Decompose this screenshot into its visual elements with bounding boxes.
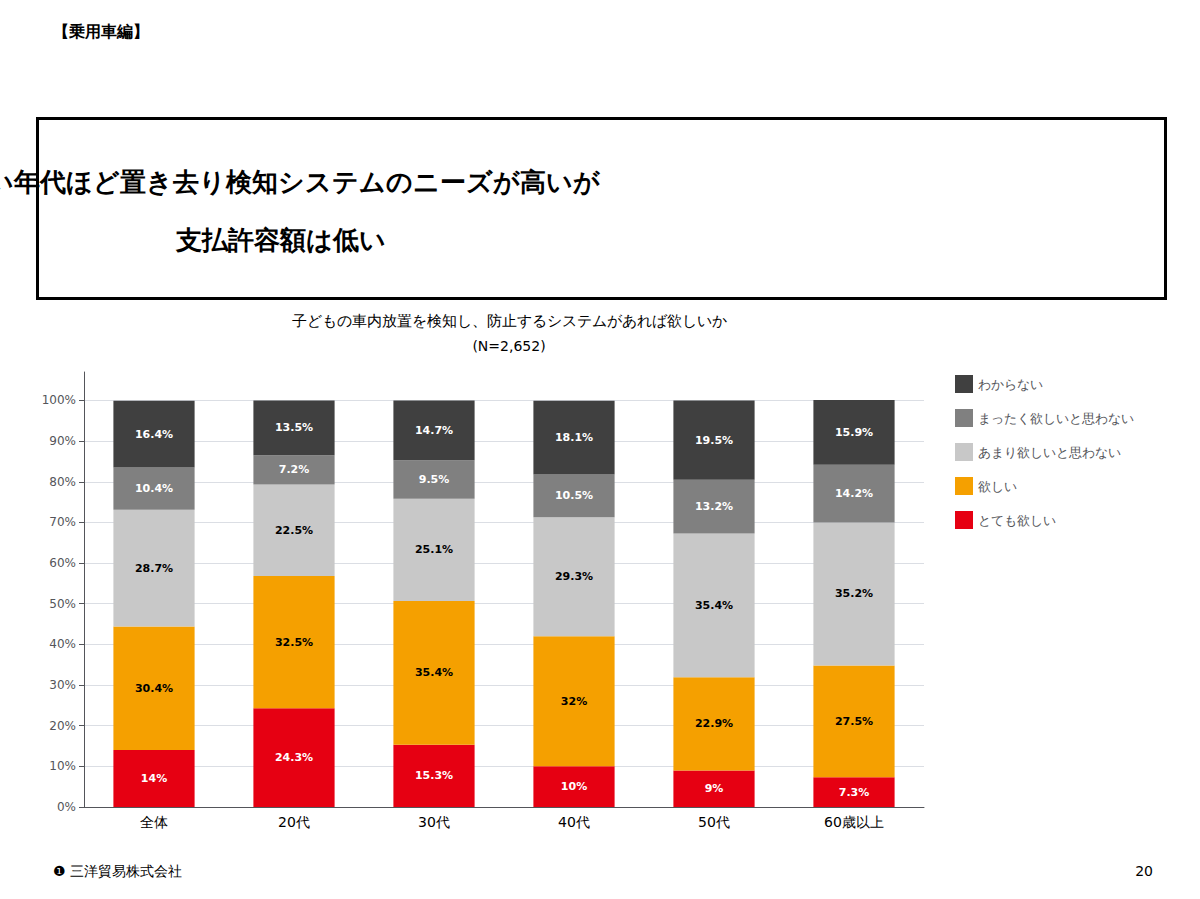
svg-text:35.4%: 35.4%: [415, 666, 453, 679]
svg-text:25.1%: 25.1%: [415, 543, 453, 556]
svg-text:32.5%: 32.5%: [275, 636, 313, 649]
svg-text:全体: 全体: [140, 814, 168, 830]
svg-text:(N=2,652): (N=2,652): [472, 338, 545, 354]
svg-text:22.5%: 22.5%: [275, 524, 313, 537]
svg-text:30%: 30%: [49, 678, 76, 692]
svg-text:10%: 10%: [561, 780, 587, 793]
svg-text:18.1%: 18.1%: [555, 431, 593, 444]
svg-text:35.4%: 35.4%: [695, 599, 733, 612]
svg-text:30代: 30代: [418, 814, 450, 830]
svg-text:7.3%: 7.3%: [839, 786, 870, 799]
svg-text:50代: 50代: [698, 814, 730, 830]
svg-text:9.5%: 9.5%: [419, 473, 450, 486]
svg-text:16.4%: 16.4%: [135, 428, 173, 441]
svg-text:60%: 60%: [49, 556, 76, 570]
svg-text:19.5%: 19.5%: [695, 434, 733, 447]
svg-text:13.5%: 13.5%: [275, 421, 313, 434]
svg-text:14.7%: 14.7%: [415, 424, 453, 437]
svg-text:60歳以上: 60歳以上: [824, 814, 884, 830]
svg-text:35.2%: 35.2%: [835, 587, 873, 600]
svg-text:欲しい: 欲しい: [978, 479, 1017, 494]
svg-text:27.5%: 27.5%: [835, 715, 873, 728]
svg-text:20代: 20代: [278, 814, 310, 830]
svg-text:子どもの車内放置を検知し、防止するシステムがあれば欲しいか: 子どもの車内放置を検知し、防止するシステムがあれば欲しいか: [292, 312, 727, 330]
svg-text:まったく欲しいと思わない: まったく欲しいと思わない: [978, 411, 1134, 426]
svg-text:15.3%: 15.3%: [415, 769, 453, 782]
svg-text:28.7%: 28.7%: [135, 562, 173, 575]
svg-text:10.5%: 10.5%: [555, 489, 593, 502]
svg-text:支払許容額は低い: 支払許容額は低い: [175, 225, 386, 255]
svg-text:10.4%: 10.4%: [135, 482, 173, 495]
svg-text:7.2%: 7.2%: [279, 463, 310, 476]
svg-text:22.9%: 22.9%: [695, 717, 733, 730]
svg-text:15.9%: 15.9%: [835, 426, 873, 439]
svg-text:20: 20: [1135, 863, 1153, 879]
svg-text:40代: 40代: [558, 814, 590, 830]
svg-text:32%: 32%: [561, 695, 587, 708]
svg-text:29.3%: 29.3%: [555, 570, 593, 583]
svg-text:【乗用車編】: 【乗用車編】: [53, 22, 149, 41]
svg-text:24.3%: 24.3%: [275, 751, 313, 764]
svg-text:90%: 90%: [49, 434, 76, 448]
svg-text:50%: 50%: [49, 597, 76, 611]
svg-text:0%: 0%: [57, 800, 76, 814]
svg-text:30.4%: 30.4%: [135, 682, 173, 695]
svg-text:13.2%: 13.2%: [695, 500, 733, 513]
svg-text:40%: 40%: [49, 637, 76, 651]
svg-text:あまり欲しいと思わない: あまり欲しいと思わない: [978, 445, 1121, 460]
svg-text:20%: 20%: [49, 719, 76, 733]
svg-text:80%: 80%: [49, 475, 76, 489]
svg-text:70%: 70%: [49, 515, 76, 529]
svg-text:若い年代ほど置き去り検知システムのニーズが高いが: 若い年代ほど置き去り検知システムのニーズが高いが: [0, 167, 601, 197]
svg-text:100%: 100%: [42, 393, 76, 407]
svg-text:14.2%: 14.2%: [835, 487, 873, 500]
svg-text:14%: 14%: [141, 772, 167, 785]
svg-text:わからない: わからない: [978, 377, 1043, 392]
svg-text:とても欲しい: とても欲しい: [978, 513, 1056, 528]
svg-text:10%: 10%: [49, 759, 76, 773]
svg-text:❶ 三洋貿易株式会社: ❶ 三洋貿易株式会社: [53, 863, 182, 879]
svg-text:9%: 9%: [705, 782, 724, 795]
